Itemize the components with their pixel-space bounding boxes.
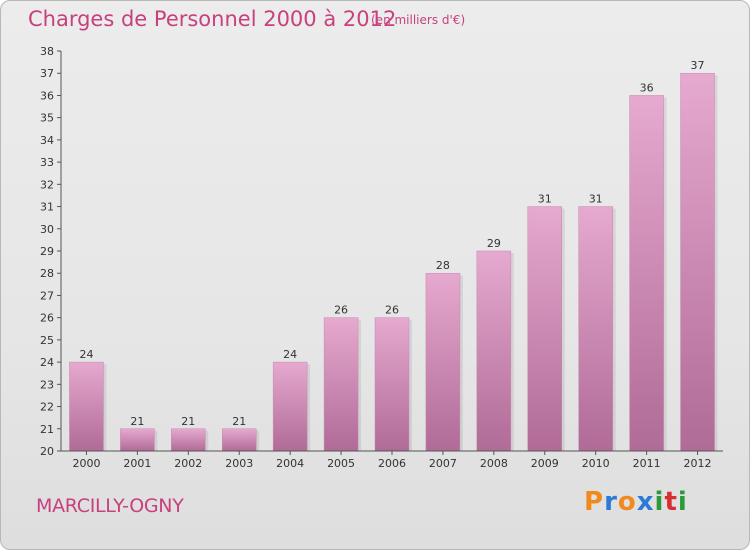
bar-2003[interactable] bbox=[221, 428, 257, 452]
x-tick-label-2008: 2008 bbox=[480, 457, 508, 470]
commune-name: MARCILLY-OGNY bbox=[36, 495, 184, 517]
y-tick-label: 28 bbox=[40, 267, 54, 280]
y-tick-label: 36 bbox=[40, 89, 54, 102]
data-label-2008: 29 bbox=[487, 237, 501, 250]
bar-2007[interactable] bbox=[425, 272, 461, 452]
y-tick-label: 20 bbox=[40, 445, 54, 458]
x-tick-label-2003: 2003 bbox=[225, 457, 253, 470]
x-tick-label-2004: 2004 bbox=[276, 457, 304, 470]
bar-2002[interactable] bbox=[171, 428, 206, 452]
y-tick-label: 32 bbox=[40, 178, 54, 191]
chart-subtitle: (en milliers d'€) bbox=[371, 13, 466, 27]
y-tick-label: 33 bbox=[40, 156, 54, 169]
logo-letter: i bbox=[654, 487, 665, 517]
x-axis: 2000 2001 2002 2003 2004 2005 2006 2007 2008 2009… bbox=[61, 450, 723, 470]
y-tick-label: 38 bbox=[40, 45, 54, 58]
data-label-2002: 21 bbox=[181, 415, 195, 428]
x-tick-label-2006: 2006 bbox=[378, 457, 406, 470]
logo-letter: r bbox=[604, 487, 618, 517]
data-label-2006: 26 bbox=[385, 304, 399, 317]
data-label-2011: 36 bbox=[640, 81, 654, 94]
y-tick-label: 34 bbox=[40, 134, 54, 147]
y-tick-label: 23 bbox=[40, 378, 54, 391]
bar-2010[interactable] bbox=[578, 206, 613, 452]
bars: 24 21 21 21 24 26 26 28 29 31 31 36 37 bbox=[69, 59, 718, 452]
y-tick-label: 26 bbox=[40, 312, 54, 325]
logo-letter: i bbox=[677, 487, 688, 517]
bar-2009[interactable] bbox=[527, 206, 563, 452]
proxiti-logo[interactable]: Proxiti bbox=[584, 487, 688, 517]
x-tick-label-2005: 2005 bbox=[327, 457, 355, 470]
y-axis: 20 21 22 23 24 25 26 27 28 29 30 31 32 33 34 35 36 37 38 bbox=[40, 45, 62, 458]
bar-2000[interactable] bbox=[69, 361, 104, 452]
y-tick-label: 31 bbox=[40, 201, 54, 214]
bar-2012[interactable] bbox=[680, 72, 715, 452]
bar-2001[interactable] bbox=[120, 428, 155, 452]
y-tick-label: 37 bbox=[40, 67, 54, 80]
y-tick-label: 25 bbox=[40, 334, 54, 347]
y-tick-label: 24 bbox=[40, 356, 54, 369]
x-tick-label-2012: 2012 bbox=[684, 457, 712, 470]
data-label-2012: 37 bbox=[691, 59, 705, 72]
bar-2011[interactable] bbox=[629, 95, 664, 452]
data-label-2001: 21 bbox=[130, 415, 144, 428]
y-tick-label: 35 bbox=[40, 112, 54, 125]
y-tick-label: 21 bbox=[40, 423, 54, 436]
data-label-2007: 28 bbox=[436, 259, 450, 272]
x-tick-label-2000: 2000 bbox=[72, 457, 100, 470]
bar-2005[interactable] bbox=[323, 317, 359, 452]
x-tick-label-2011: 2011 bbox=[633, 457, 661, 470]
logo-letter: o bbox=[617, 487, 637, 517]
bar-2004[interactable] bbox=[272, 361, 308, 452]
logo-letter: P bbox=[584, 487, 605, 517]
x-tick-label-2009: 2009 bbox=[531, 457, 559, 470]
data-label-2010: 31 bbox=[589, 193, 603, 206]
data-label-2000: 24 bbox=[79, 348, 93, 361]
x-tick-label-2002: 2002 bbox=[174, 457, 202, 470]
x-tick-label-2007: 2007 bbox=[429, 457, 457, 470]
data-label-2005: 26 bbox=[334, 304, 348, 317]
y-tick-label: 27 bbox=[40, 289, 54, 302]
x-tick-label-2010: 2010 bbox=[582, 457, 610, 470]
data-label-2003: 21 bbox=[232, 415, 246, 428]
y-tick-label: 22 bbox=[40, 401, 54, 414]
y-tick-label: 30 bbox=[40, 223, 54, 236]
y-tick-label: 29 bbox=[40, 245, 54, 258]
x-tick-label-2001: 2001 bbox=[123, 457, 151, 470]
chart-title: Charges de Personnel 2000 à 2012 bbox=[28, 7, 397, 31]
data-label-2004: 24 bbox=[283, 348, 297, 361]
logo-letter: x bbox=[636, 487, 655, 517]
bar-2008[interactable] bbox=[476, 250, 512, 452]
data-label-2009: 31 bbox=[538, 193, 552, 206]
logo-letter: t bbox=[664, 487, 678, 517]
bar-2006[interactable] bbox=[374, 317, 410, 452]
